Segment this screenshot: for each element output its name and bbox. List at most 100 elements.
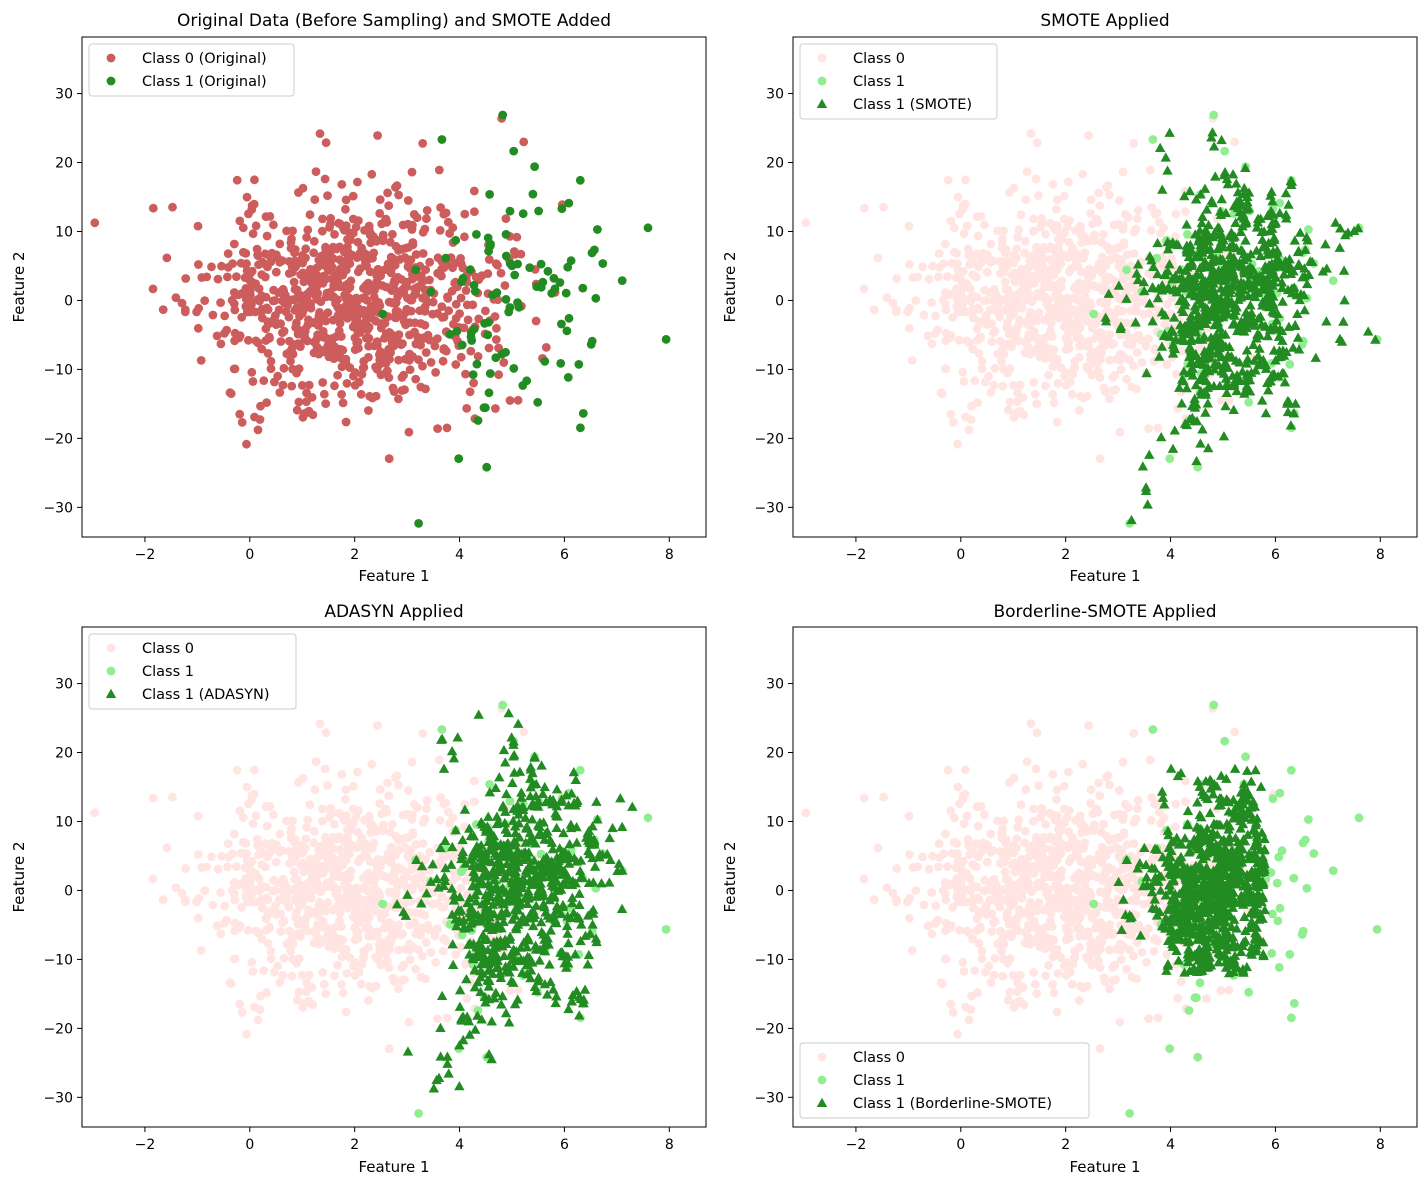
class-1-point — [1244, 397, 1254, 407]
synthetic-point — [544, 794, 556, 804]
class-0-point — [349, 961, 358, 971]
synthetic-point — [471, 841, 483, 851]
class-0-point — [1013, 291, 1023, 301]
class-0-point — [1177, 346, 1187, 356]
class-0-point — [1078, 169, 1088, 179]
class-0-point — [1080, 341, 1090, 351]
class-0-point — [321, 835, 331, 844]
class-0-point — [966, 415, 976, 424]
class-1-point — [575, 765, 585, 775]
synthetic-point — [551, 784, 563, 794]
synthetic-point — [1164, 259, 1175, 269]
class-0-point — [465, 387, 475, 397]
legend-marker — [816, 98, 828, 109]
class-0-point — [384, 1044, 394, 1053]
class-0-point — [196, 946, 206, 955]
class-0-point — [298, 269, 308, 279]
class-0-point — [451, 360, 461, 369]
class-0-point — [358, 363, 368, 373]
class-0-point — [304, 970, 314, 980]
class-0-point — [1073, 287, 1083, 296]
synthetic-point — [1212, 299, 1224, 309]
class-0-point — [410, 327, 419, 337]
synthetic-point — [468, 871, 480, 881]
class-0-point — [380, 318, 390, 328]
synthetic-point — [564, 839, 575, 849]
class-0-point — [418, 729, 428, 738]
class-0-point — [315, 129, 325, 139]
class-0-point — [1003, 405, 1013, 415]
class-0-point — [317, 841, 327, 851]
class-0-point — [1075, 313, 1085, 323]
class-0-point — [348, 804, 358, 814]
synthetic-point — [502, 837, 514, 848]
class-0-point — [417, 925, 426, 935]
synthetic-point — [1258, 226, 1270, 236]
class-0-point — [1020, 248, 1030, 258]
synthetic-point — [1236, 316, 1247, 326]
class-0-point — [308, 410, 318, 420]
synthetic-point — [1207, 286, 1219, 297]
class-0-point — [1048, 180, 1058, 189]
x-tick-label: 0 — [245, 1137, 254, 1153]
class-0-point — [995, 859, 1005, 868]
class-1-point — [426, 287, 436, 297]
synthetic-point — [1282, 406, 1294, 417]
synthetic-point — [1201, 228, 1212, 238]
synthetic-point — [1284, 260, 1295, 270]
class-1-point — [414, 519, 423, 528]
class-0-point — [980, 220, 989, 230]
y-tick-label: 30 — [55, 677, 73, 693]
synthetic-point — [1256, 395, 1268, 405]
class-0-point — [1124, 282, 1134, 292]
class-0-point — [335, 344, 345, 354]
class-0-point — [279, 286, 289, 296]
class-0-point — [1119, 238, 1129, 247]
class-0-point — [261, 292, 271, 302]
class-0-point — [973, 231, 983, 241]
synthetic-point — [1253, 350, 1264, 360]
synthetic-point — [1148, 261, 1159, 271]
class-0-point — [1230, 137, 1240, 147]
class-0-point — [235, 331, 245, 340]
synthetic-point — [1260, 363, 1272, 373]
class-0-point — [1153, 423, 1163, 433]
synthetic-point — [1252, 277, 1264, 287]
class-0-point — [302, 978, 311, 988]
synthetic-point — [1154, 142, 1166, 152]
class-0-point — [288, 226, 297, 236]
synthetic-point — [435, 734, 447, 744]
class-0-point — [1024, 330, 1033, 340]
x-axis-ticks: −2 0 2 4 6 8 — [846, 537, 1385, 563]
class-0-point — [223, 853, 233, 862]
class-0-point — [1132, 348, 1142, 357]
class-0-point — [972, 292, 982, 302]
class-0-point — [292, 405, 302, 415]
class-0-point — [494, 370, 504, 380]
class-0-point — [255, 1005, 265, 1014]
class-0-point — [220, 329, 229, 338]
synthetic-point — [508, 944, 519, 954]
legend-label: Class 0 (Original) — [142, 51, 267, 67]
class-0-point — [330, 859, 340, 868]
class-0-point — [162, 253, 172, 263]
class-0-point — [321, 292, 331, 302]
synthetic-point — [491, 818, 503, 829]
class-0-point — [213, 864, 223, 874]
synthetic-point — [1239, 182, 1250, 193]
synthetic-point — [1310, 352, 1321, 362]
synthetic-point — [582, 910, 594, 920]
synthetic-point — [442, 1051, 453, 1061]
synthetic-point — [1206, 256, 1218, 266]
class-0-point — [321, 245, 331, 254]
class-0-point — [437, 903, 447, 912]
class-0-point — [1034, 191, 1043, 201]
synthetic-point — [1226, 296, 1237, 306]
class-0-point — [292, 324, 302, 334]
synthetic-point — [1228, 309, 1239, 319]
class-0-point — [505, 986, 515, 995]
class-0-point — [289, 277, 299, 287]
class-0-point — [1172, 369, 1181, 379]
class-0-point — [1048, 390, 1057, 399]
class-0-point — [995, 312, 1005, 322]
